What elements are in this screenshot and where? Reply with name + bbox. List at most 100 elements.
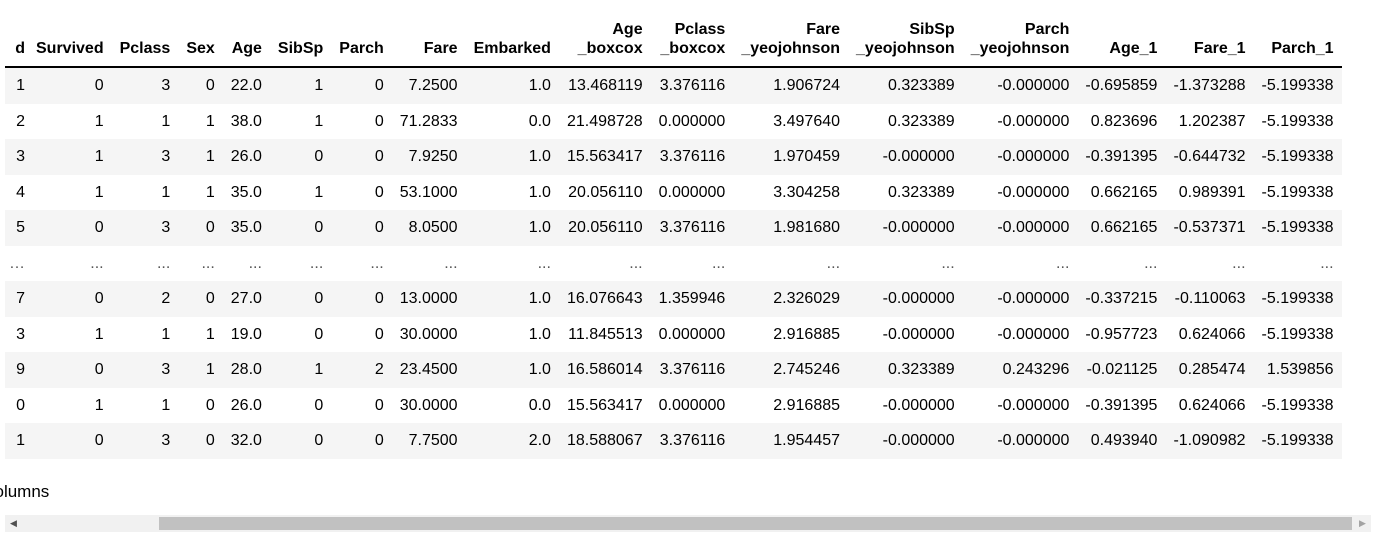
table-cell: 1 bbox=[28, 174, 112, 210]
table-cell: 3.497640 bbox=[733, 103, 849, 139]
table-cell: 0 bbox=[269, 210, 332, 246]
table-cell: 0 bbox=[269, 316, 332, 352]
table-cell: 32.0 bbox=[222, 423, 270, 459]
column-header: Age _boxcox bbox=[558, 18, 651, 68]
table-cell: 20.056110 bbox=[558, 174, 651, 210]
row-index: 9 bbox=[5, 352, 28, 388]
column-header-label: _yeojohnson bbox=[741, 40, 841, 57]
table-cell: ... bbox=[222, 245, 270, 281]
table-cell: ... bbox=[1253, 245, 1342, 281]
table-cell: -0.337215 bbox=[1077, 281, 1166, 317]
table-cell: 0.000000 bbox=[650, 103, 734, 139]
table-cell: -0.000000 bbox=[962, 210, 1078, 246]
scroll-right-arrow-icon[interactable]: ▶ bbox=[1359, 518, 1366, 528]
table-cell: 1 bbox=[178, 103, 223, 139]
column-header-label: Survived bbox=[36, 40, 104, 57]
table-cell: ... bbox=[391, 245, 466, 281]
table-cell: 21.498728 bbox=[558, 103, 651, 139]
table-cell: 1.0 bbox=[465, 67, 559, 104]
table-cell: 15.563417 bbox=[558, 139, 651, 175]
column-header: Fare bbox=[391, 18, 466, 68]
table-cell: 18.588067 bbox=[558, 423, 651, 459]
table-cell: 1.970459 bbox=[733, 139, 849, 175]
table-cell: 1.981680 bbox=[733, 210, 849, 246]
column-header: SibSp _yeojohnson bbox=[848, 18, 963, 68]
row-index: … bbox=[5, 245, 28, 281]
table-cell: 2 bbox=[111, 281, 179, 317]
table-cell: 0 bbox=[178, 67, 223, 104]
column-header: Fare _yeojohnson bbox=[733, 18, 849, 68]
table-cell: -0.021125 bbox=[1077, 352, 1166, 388]
table-cell: 0.493940 bbox=[1077, 423, 1166, 459]
row-index: 3 bbox=[5, 316, 28, 352]
table-cell: -0.000000 bbox=[848, 387, 963, 423]
column-header-label: Pclass bbox=[674, 21, 726, 38]
table-cell: 3 bbox=[111, 139, 179, 175]
table-cell: 3.376116 bbox=[650, 352, 734, 388]
table-cell: 0 bbox=[269, 387, 332, 423]
table-cell: 0 bbox=[331, 174, 392, 210]
table-cell: -5.199338 bbox=[1253, 139, 1342, 175]
table-cell: -0.695859 bbox=[1077, 67, 1166, 104]
table-cell: -0.000000 bbox=[848, 281, 963, 317]
table-cell: 13.468119 bbox=[558, 67, 651, 104]
table-cell: 1 bbox=[269, 174, 332, 210]
table-row: ….......................................… bbox=[5, 245, 1342, 281]
column-header: Parch bbox=[331, 18, 392, 68]
table-cell: 0.0 bbox=[465, 387, 559, 423]
column-header: Survived bbox=[28, 18, 112, 68]
table-cell: 3 bbox=[111, 423, 179, 459]
table-cell: 26.0 bbox=[222, 139, 270, 175]
scroll-left-arrow-icon[interactable]: ◀ bbox=[10, 518, 17, 528]
table-cell: 0 bbox=[331, 316, 392, 352]
table-cell: 0 bbox=[28, 423, 112, 459]
table-cell: 0.243296 bbox=[962, 352, 1078, 388]
table-cell: 1.0 bbox=[465, 352, 559, 388]
column-header: Fare_1 bbox=[1165, 18, 1254, 68]
table-cell: -0.000000 bbox=[962, 316, 1078, 352]
horizontal-scrollbar[interactable]: ◀ ▶ bbox=[5, 515, 1371, 532]
table-cell: 1 bbox=[28, 139, 112, 175]
column-header: Pclass _boxcox bbox=[650, 18, 734, 68]
table-cell: 38.0 bbox=[222, 103, 270, 139]
column-header-label: _yeojohnson bbox=[970, 40, 1070, 57]
table-cell: -5.199338 bbox=[1253, 281, 1342, 317]
table-cell: -5.199338 bbox=[1253, 103, 1342, 139]
table-cell: 1 bbox=[178, 352, 223, 388]
row-index: 1 bbox=[5, 67, 28, 104]
table-cell: 0.000000 bbox=[650, 387, 734, 423]
table-cell: ... bbox=[848, 245, 963, 281]
table-cell: -5.199338 bbox=[1253, 316, 1342, 352]
table-cell: -5.199338 bbox=[1253, 387, 1342, 423]
table-cell: 53.1000 bbox=[391, 174, 466, 210]
table-cell: 0.323389 bbox=[848, 352, 963, 388]
table-cell: 11.845513 bbox=[558, 316, 651, 352]
table-cell: 3 bbox=[111, 210, 179, 246]
table-cell: 1.954457 bbox=[733, 423, 849, 459]
table-cell: 7.9250 bbox=[391, 139, 466, 175]
column-header-label: _yeojohnson bbox=[856, 40, 955, 57]
table-cell: ... bbox=[1165, 245, 1254, 281]
table-cell: ... bbox=[111, 245, 179, 281]
row-index: 4 bbox=[5, 174, 28, 210]
table-cell: 3.376116 bbox=[650, 210, 734, 246]
column-header: SibSp bbox=[269, 18, 332, 68]
table-cell: 2.0 bbox=[465, 423, 559, 459]
table-cell: 0 bbox=[269, 423, 332, 459]
table-cell: 20.056110 bbox=[558, 210, 651, 246]
table-cell: 16.076643 bbox=[558, 281, 651, 317]
row-index: 0 bbox=[5, 387, 28, 423]
table-cell: 0 bbox=[269, 139, 332, 175]
table-cell: -0.000000 bbox=[848, 139, 963, 175]
column-header-label: Parch bbox=[1024, 21, 1070, 38]
table-cell: 0 bbox=[331, 210, 392, 246]
table-row: 7 0 2 0 27.0 0 0 13.0000 1.0 16.076643 1.359946 2.3… bbox=[5, 281, 1342, 317]
table-cell: -0.000000 bbox=[848, 423, 963, 459]
scrollbar-thumb[interactable] bbox=[159, 517, 1352, 530]
table-cell: 1 bbox=[111, 103, 179, 139]
table-cell: -0.000000 bbox=[962, 423, 1078, 459]
table-cell: 0.662165 bbox=[1077, 174, 1166, 210]
column-header-label: Parch bbox=[339, 40, 384, 57]
table-row: 1 0 3 0 22.0 1 0 7.2500 1.0 13.468119 3.376116 1.90… bbox=[5, 67, 1342, 104]
table-cell: 3 bbox=[111, 67, 179, 104]
